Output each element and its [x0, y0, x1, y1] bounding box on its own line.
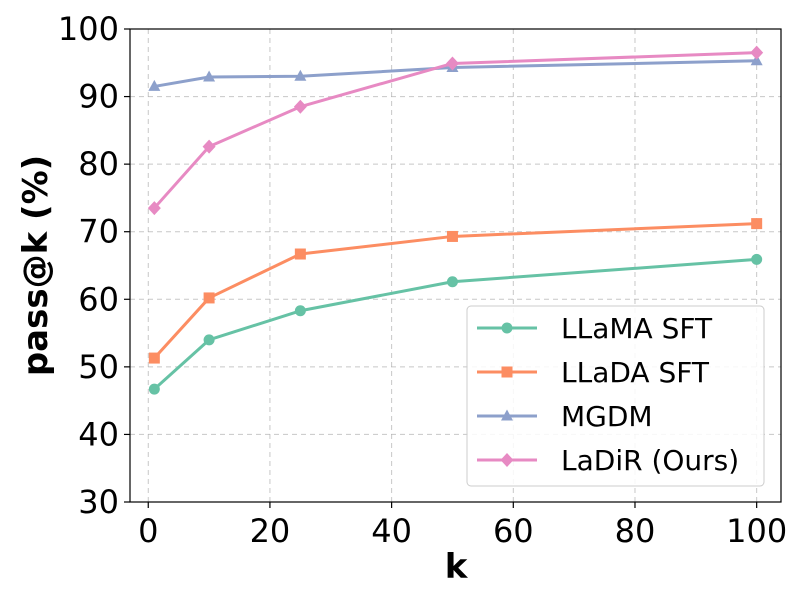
data-point-llama-sft — [294, 305, 306, 317]
legend: LLaMA SFT LLaDA SFT MGDM LaDiR (Ours) — [466, 305, 765, 487]
data-point-llada-sft — [203, 292, 215, 304]
series-llama-sft — [148, 253, 763, 395]
y-tick-label: 60 — [78, 280, 119, 318]
data-point-llada-sft — [446, 230, 458, 242]
axis-ticks: 0 20 40 60 80 100 30 40 50 60 70 80 90 100 — [58, 10, 787, 550]
data-point-llama-sft — [446, 276, 458, 288]
y-axis-title: pass@k (%) — [16, 155, 56, 376]
legend-item-llama-sft: LLaMA SFT — [477, 312, 713, 345]
series-ladir-ours — [147, 45, 764, 216]
y-tick-label: 90 — [78, 78, 119, 116]
data-point-ladir-ours — [147, 201, 161, 216]
data-point-ladir-ours — [750, 45, 764, 60]
x-tick-label: 20 — [250, 512, 291, 550]
legend-swatch-marker — [501, 409, 513, 421]
data-point-ladir-ours — [445, 56, 459, 71]
data-point-llada-sft — [148, 352, 160, 364]
y-tick-label: 40 — [78, 415, 119, 453]
legend-label: MGDM — [561, 400, 653, 433]
y-tick-label: 80 — [78, 145, 119, 183]
data-point-llama-sft — [148, 383, 160, 395]
legend-frame — [466, 305, 765, 487]
data-point-llada-sft — [751, 218, 763, 230]
x-tick-label: 60 — [493, 512, 534, 550]
data-point-mgdm — [203, 70, 216, 82]
legend-swatch-marker — [501, 366, 513, 378]
legend-label: LaDiR (Ours) — [561, 444, 739, 477]
series-layer — [147, 45, 764, 395]
y-tick-label: 30 — [78, 483, 119, 521]
data-point-ladir-ours — [293, 99, 307, 114]
legend-swatch-marker — [501, 322, 513, 334]
series-llada-sft — [148, 218, 763, 364]
legend-item-llada-sft: LLaDA SFT — [477, 356, 710, 389]
x-tick-label: 0 — [138, 512, 158, 550]
data-point-llama-sft — [203, 334, 215, 346]
legend-swatch-marker — [500, 453, 514, 467]
data-point-llama-sft — [751, 253, 763, 265]
y-tick-label: 50 — [78, 348, 119, 386]
x-tick-label: 100 — [726, 512, 787, 550]
legend-item-mgdm: MGDM — [477, 400, 653, 433]
legend-label: LLaDA SFT — [561, 356, 710, 389]
y-tick-label: 100 — [58, 10, 119, 48]
data-point-ladir-ours — [202, 139, 216, 154]
y-tick-label: 70 — [78, 213, 119, 251]
plot-frame — [129, 28, 782, 503]
x-tick-label: 80 — [615, 512, 656, 550]
legend-item-ladir-ours: LaDiR (Ours) — [477, 444, 739, 477]
data-point-mgdm — [294, 69, 307, 81]
data-point-mgdm — [750, 54, 763, 66]
data-point-mgdm — [148, 79, 161, 91]
legend-label: LLaMA SFT — [561, 312, 713, 345]
data-point-llada-sft — [294, 248, 306, 260]
x-axis-title: k — [445, 547, 469, 587]
x-tick-label: 40 — [371, 512, 412, 550]
